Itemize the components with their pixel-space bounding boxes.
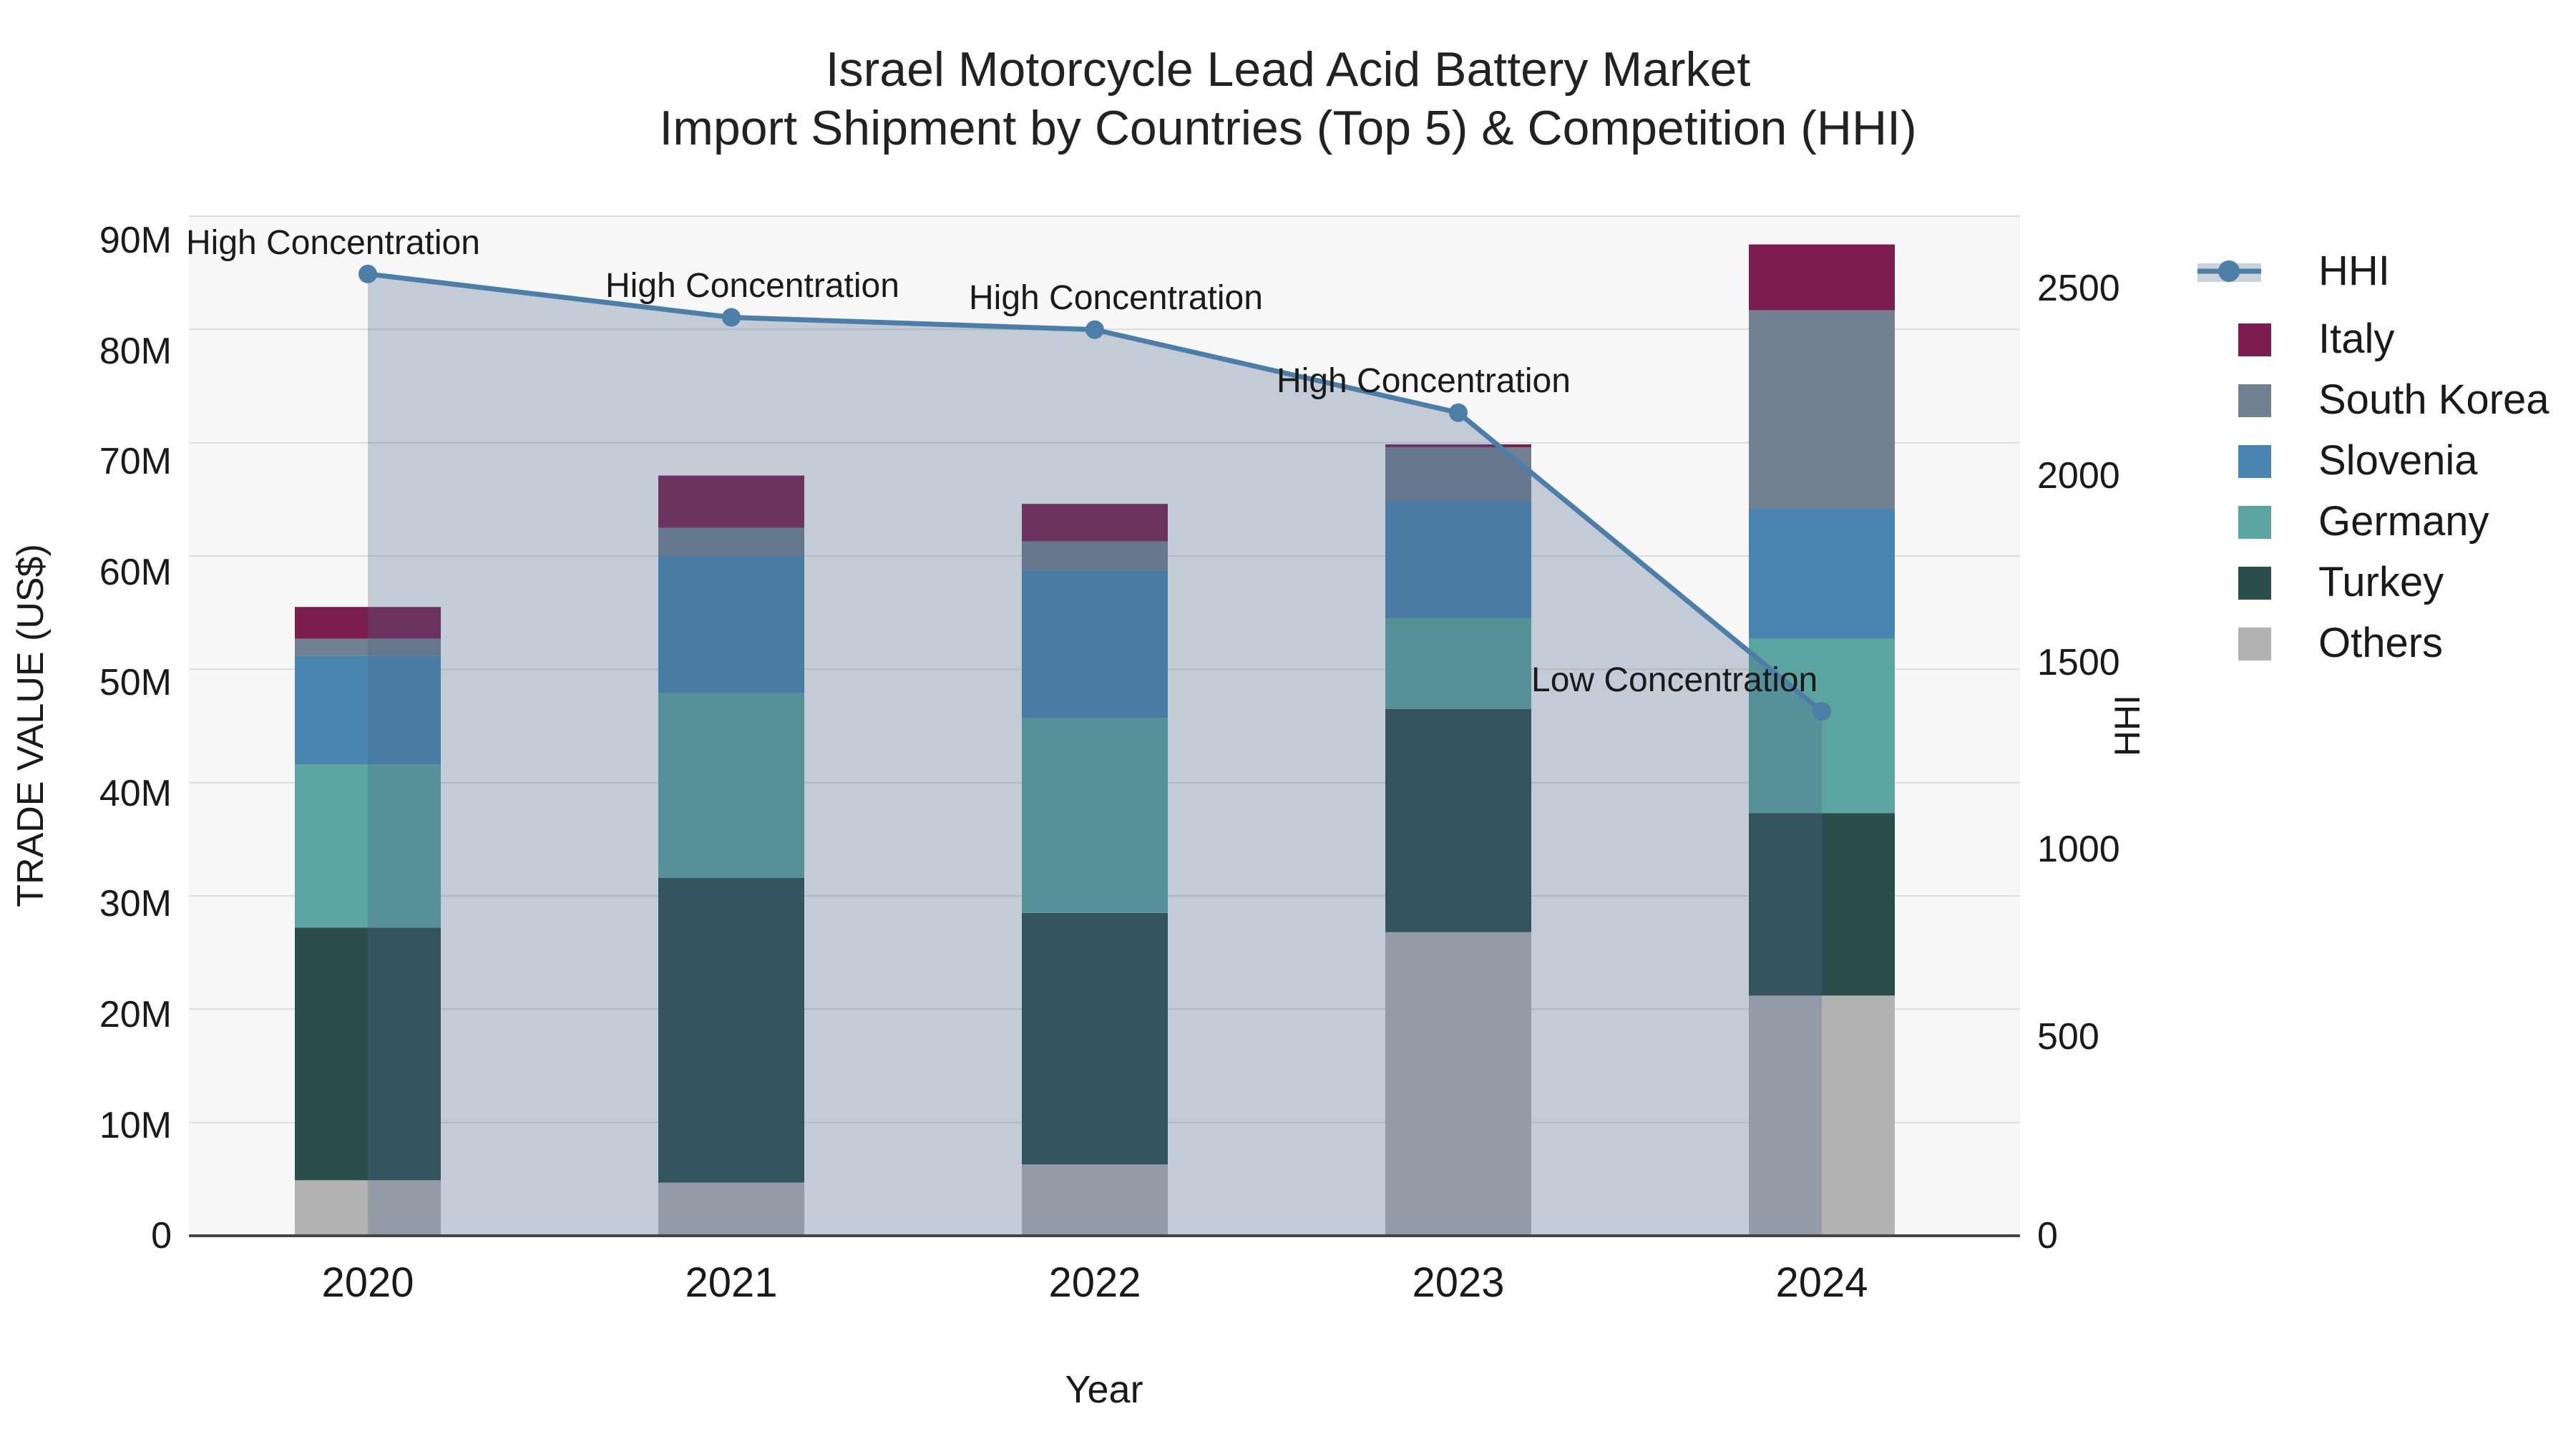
svg-text:70M: 70M — [99, 441, 172, 482]
svg-text:2022: 2022 — [1048, 1259, 1141, 1306]
svg-text:2021: 2021 — [685, 1259, 777, 1306]
svg-text:40M: 40M — [99, 773, 172, 814]
svg-text:Germany: Germany — [2318, 498, 2489, 545]
svg-text:HHI: HHI — [2318, 248, 2390, 294]
svg-text:1500: 1500 — [2037, 642, 2120, 683]
svg-text:2024: 2024 — [1775, 1259, 1868, 1306]
svg-text:High Concentration: High Concentration — [605, 267, 899, 305]
svg-text:500: 500 — [2037, 1016, 2099, 1058]
svg-text:South Korea: South Korea — [2318, 376, 2550, 423]
svg-text:High Concentration: High Concentration — [186, 224, 480, 262]
svg-text:Import Shipment by Countries (: Import Shipment by Countries (Top 5) & C… — [659, 101, 1916, 155]
svg-text:10M: 10M — [99, 1105, 172, 1146]
svg-text:High Concentration: High Concentration — [969, 279, 1263, 317]
svg-text:30M: 30M — [99, 883, 172, 924]
svg-text:Israel Motorcycle Lead Acid Ba: Israel Motorcycle Lead Acid Battery Mark… — [826, 42, 1751, 97]
svg-text:TRADE VALUE (US$): TRADE VALUE (US$) — [10, 544, 52, 907]
svg-text:Others: Others — [2318, 620, 2443, 666]
svg-text:0: 0 — [151, 1215, 172, 1257]
svg-text:Year: Year — [1065, 1368, 1143, 1411]
svg-text:0: 0 — [2037, 1215, 2058, 1257]
svg-text:2020: 2020 — [321, 1259, 414, 1306]
svg-text:Italy: Italy — [2318, 316, 2394, 362]
svg-text:High Concentration: High Concentration — [1277, 362, 1571, 400]
svg-text:80M: 80M — [99, 331, 172, 372]
svg-text:Low Concentration: Low Concentration — [1531, 661, 1818, 699]
svg-text:2500: 2500 — [2037, 268, 2120, 309]
svg-text:60M: 60M — [99, 552, 172, 593]
svg-text:HHI: HHI — [2107, 695, 2147, 756]
svg-text:2023: 2023 — [1412, 1259, 1504, 1306]
svg-text:50M: 50M — [99, 662, 172, 703]
svg-text:Slovenia: Slovenia — [2318, 437, 2478, 484]
svg-text:90M: 90M — [99, 220, 172, 261]
svg-text:Turkey: Turkey — [2318, 559, 2444, 605]
svg-text:2000: 2000 — [2037, 455, 2120, 497]
svg-text:1000: 1000 — [2037, 829, 2120, 870]
svg-text:20M: 20M — [99, 994, 172, 1035]
